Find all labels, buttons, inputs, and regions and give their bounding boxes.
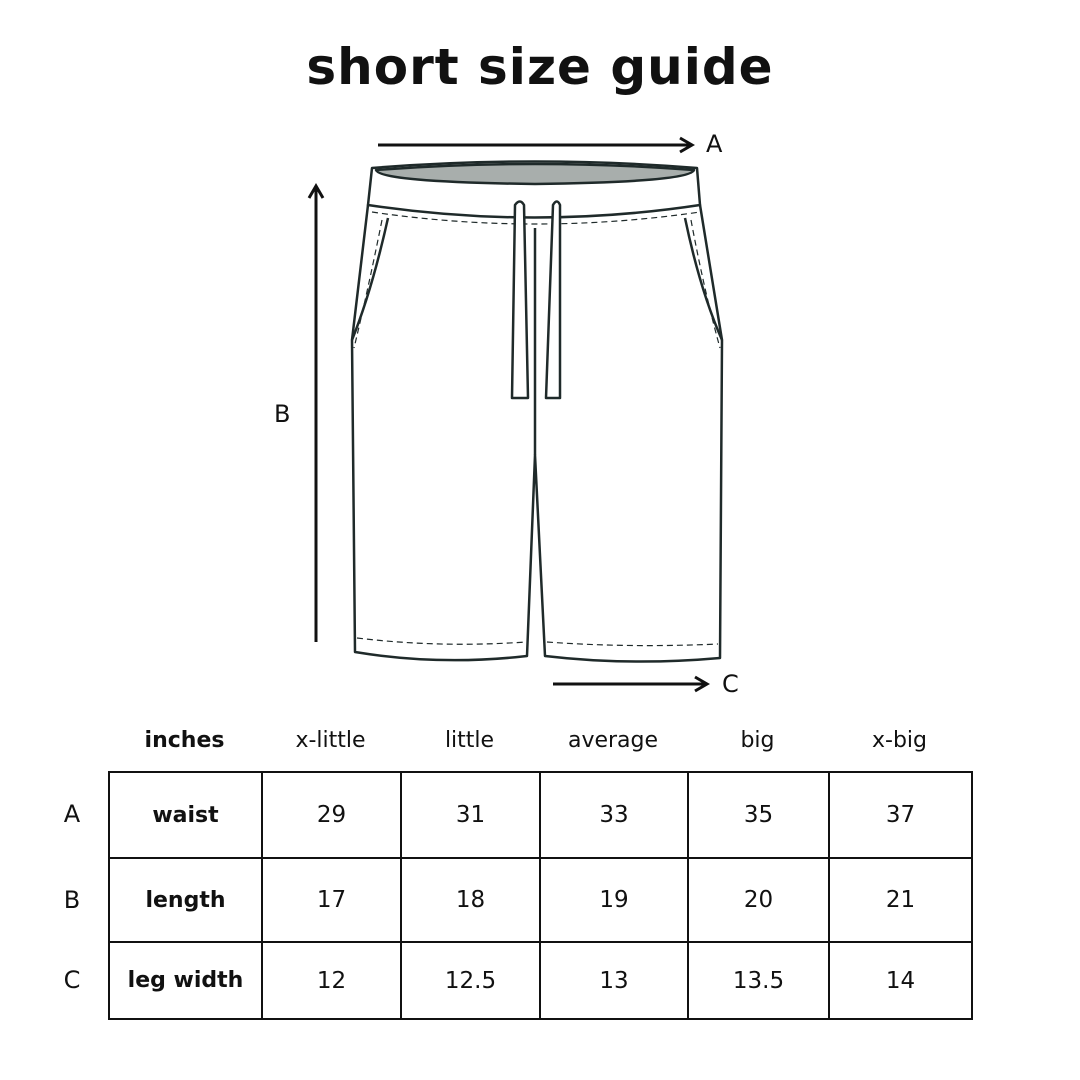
label-a: A — [706, 130, 723, 158]
cell: 13.5 — [687, 941, 830, 1020]
arrow-c — [553, 675, 710, 693]
arrow-a — [378, 136, 695, 154]
page-title: short size guide — [306, 38, 774, 96]
cell: 20 — [687, 857, 830, 943]
cell: 21 — [828, 857, 973, 943]
row-name: leg width — [108, 941, 263, 1020]
cell: 19 — [539, 857, 689, 943]
table-row: length 17 18 19 20 21 — [108, 857, 973, 943]
cell: 29 — [261, 771, 402, 859]
label-c: C — [722, 670, 739, 698]
cell: 12.5 — [400, 941, 541, 1020]
size-table: waist 29 31 33 35 37 length 17 18 19 20 … — [108, 771, 973, 1020]
row-key: B — [63, 886, 81, 914]
cell: 12 — [261, 941, 402, 1020]
table-row: waist 29 31 33 35 37 — [108, 771, 973, 859]
shorts-illustration — [350, 160, 724, 663]
column-header: little — [444, 728, 495, 753]
table-row: leg width 12 12.5 13 13.5 14 — [108, 941, 973, 1020]
row-name: length — [108, 857, 263, 943]
row-name: waist — [108, 771, 263, 859]
column-header: average — [567, 728, 659, 753]
cell: 14 — [828, 941, 973, 1020]
cell: 31 — [400, 771, 541, 859]
cell: 35 — [687, 771, 830, 859]
column-header: x-little — [295, 728, 366, 753]
unit-header: inches — [144, 728, 225, 753]
row-key: A — [63, 800, 81, 828]
label-b: B — [274, 400, 291, 428]
row-key: C — [63, 966, 81, 994]
cell: 33 — [539, 771, 689, 859]
cell: 18 — [400, 857, 541, 943]
cell: 17 — [261, 857, 402, 943]
shorts-diagram — [307, 136, 724, 693]
cell: 37 — [828, 771, 973, 859]
column-header: x-big — [872, 728, 927, 753]
cell: 13 — [539, 941, 689, 1020]
arrow-b — [307, 183, 325, 642]
column-header: big — [740, 728, 775, 753]
